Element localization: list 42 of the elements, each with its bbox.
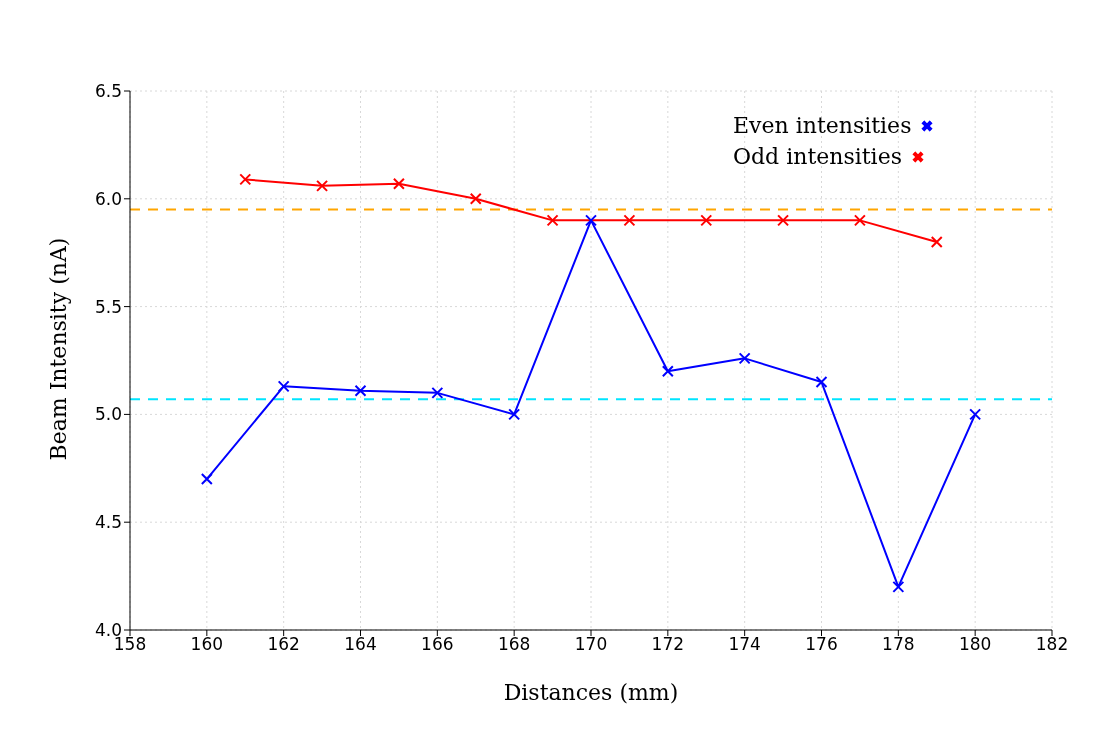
y-tick-label: 6.5 xyxy=(94,81,122,102)
point xyxy=(354,384,367,397)
x-tick-label: 162 xyxy=(267,634,300,655)
x-tick-label: 176 xyxy=(805,634,838,655)
x-tick-label: 172 xyxy=(651,634,685,655)
point xyxy=(469,192,482,205)
point xyxy=(969,408,982,421)
x-tick-label: 160 xyxy=(190,634,224,655)
point xyxy=(930,235,943,248)
point xyxy=(853,214,866,227)
point xyxy=(623,214,636,227)
point xyxy=(738,352,751,365)
y-axis-title: Beam Intensity (nA) xyxy=(45,237,71,461)
point xyxy=(200,473,213,486)
point xyxy=(431,386,444,399)
legend-label: Even intensities xyxy=(733,113,912,138)
x-tick-label: 182 xyxy=(1035,634,1069,655)
point xyxy=(546,214,559,227)
point xyxy=(392,177,405,190)
x-axis-title: Distances (mm) xyxy=(503,680,679,705)
y-tick-label: 5.0 xyxy=(94,404,122,425)
y-tick-label: 4.5 xyxy=(94,512,122,533)
legend-label: Odd intensities xyxy=(733,144,902,169)
x-tick-label: 164 xyxy=(344,634,377,655)
point xyxy=(508,408,521,421)
x-tick-label: 174 xyxy=(728,634,761,655)
point xyxy=(277,380,290,393)
x-tick-label: 180 xyxy=(958,634,992,655)
y-tick-label: 6.0 xyxy=(94,188,122,209)
point xyxy=(892,580,905,593)
point xyxy=(316,179,329,192)
point xyxy=(239,173,252,186)
point xyxy=(585,214,597,227)
point xyxy=(777,214,790,227)
x-tick-label: 170 xyxy=(574,634,608,655)
x-tick-label: 168 xyxy=(497,634,531,655)
y-tick-label: 5.5 xyxy=(94,296,122,317)
point xyxy=(661,365,674,378)
point xyxy=(815,376,828,389)
point xyxy=(700,214,713,227)
x-tick-label: 166 xyxy=(421,634,454,655)
x-tick-label: 178 xyxy=(882,634,915,655)
